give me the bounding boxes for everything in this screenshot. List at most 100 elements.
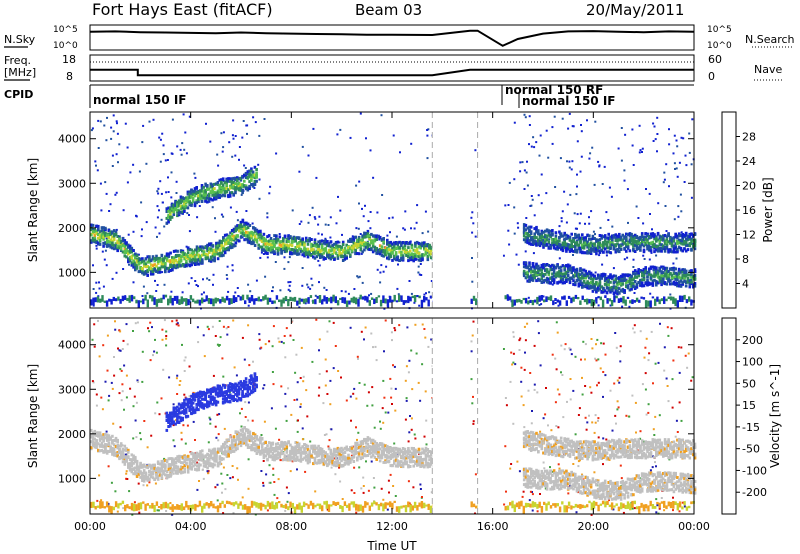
band-mark xyxy=(639,248,642,252)
band-mark xyxy=(618,236,621,240)
band-mark xyxy=(672,280,676,284)
band-mark xyxy=(526,271,529,274)
band-mark xyxy=(540,231,544,235)
band-mark xyxy=(111,230,114,234)
band-mark xyxy=(227,236,230,240)
band-mark xyxy=(225,186,228,190)
scatter-mark xyxy=(598,254,601,257)
scatter-mark xyxy=(317,223,320,226)
scatter-mark xyxy=(196,488,199,491)
band-mark xyxy=(146,260,149,264)
band-mark xyxy=(193,259,197,262)
band-mark xyxy=(565,276,568,280)
band-mark xyxy=(637,239,640,243)
ground-scatter-mark xyxy=(124,296,127,300)
scatter-mark xyxy=(664,205,667,207)
band-mark xyxy=(561,264,565,268)
scatter-mark xyxy=(508,181,511,184)
scatter-mark xyxy=(162,153,165,156)
band-mark xyxy=(345,251,348,255)
scatter-mark xyxy=(672,152,675,155)
band-mark xyxy=(333,242,336,246)
scatter-mark xyxy=(531,509,534,512)
band-mark xyxy=(273,250,276,254)
scatter-mark xyxy=(122,268,125,270)
scatter-mark xyxy=(277,337,280,340)
band-mark xyxy=(181,204,184,208)
scatter-mark xyxy=(526,184,529,187)
band-mark xyxy=(566,243,570,247)
scatter-mark xyxy=(161,201,164,204)
scatter-mark xyxy=(597,160,600,163)
ground-scatter-mark xyxy=(663,296,666,304)
band-mark xyxy=(352,238,356,242)
band-mark xyxy=(424,247,428,251)
scatter-mark xyxy=(622,511,625,514)
scatter-mark xyxy=(175,180,178,183)
band-mark xyxy=(618,282,621,286)
band-mark xyxy=(232,183,235,187)
band-mark xyxy=(114,242,118,246)
scatter-mark xyxy=(426,134,429,137)
scatter-mark xyxy=(589,152,592,155)
scatter-mark xyxy=(298,170,301,173)
scatter-mark xyxy=(241,236,244,239)
band-mark xyxy=(614,239,618,242)
band-mark xyxy=(90,239,93,243)
ground-scatter-mark xyxy=(332,294,335,302)
scatter-mark xyxy=(137,253,140,256)
scatter-mark xyxy=(615,346,618,349)
scatter-mark xyxy=(615,422,617,425)
band-mark xyxy=(544,233,547,237)
scatter-mark xyxy=(657,202,660,205)
scatter-mark xyxy=(656,133,659,135)
band-mark xyxy=(630,236,633,240)
band-mark xyxy=(303,243,306,247)
band-mark xyxy=(228,186,232,190)
band-mark xyxy=(526,234,529,237)
ground-scatter-mark xyxy=(651,296,655,299)
band-mark xyxy=(535,230,538,234)
band-mark xyxy=(151,272,155,276)
band-mark xyxy=(366,243,370,246)
band-mark xyxy=(253,183,257,186)
band-mark xyxy=(340,252,343,256)
band-mark xyxy=(669,282,672,286)
band-mark xyxy=(336,240,340,244)
band-mark xyxy=(359,244,363,248)
band-mark xyxy=(565,264,568,267)
band-mark xyxy=(609,288,612,292)
band-mark xyxy=(690,275,693,279)
band-mark xyxy=(393,242,396,246)
band-mark xyxy=(230,229,234,232)
band-mark xyxy=(202,250,206,254)
band-mark xyxy=(216,193,220,197)
band-mark xyxy=(234,182,237,186)
scatter-mark xyxy=(341,233,343,236)
ground-scatter-mark xyxy=(241,294,245,301)
band-mark xyxy=(341,243,345,247)
band-mark xyxy=(197,262,201,266)
band-mark xyxy=(218,241,222,245)
band-mark xyxy=(275,235,278,239)
ground-scatter-mark xyxy=(128,295,131,303)
band-mark xyxy=(679,246,683,250)
band-mark xyxy=(579,283,582,287)
scatter-mark xyxy=(241,136,244,139)
band-mark xyxy=(605,236,609,240)
band-mark xyxy=(552,246,556,250)
band-mark xyxy=(566,269,570,272)
band-mark xyxy=(266,240,269,244)
band-mark xyxy=(334,251,338,255)
scatter-mark xyxy=(324,237,327,240)
scatter-mark xyxy=(153,350,156,353)
scatter-mark xyxy=(105,139,108,142)
band-mark xyxy=(371,244,375,248)
band-mark xyxy=(561,234,565,238)
band-mark xyxy=(169,215,172,219)
band-mark xyxy=(280,243,283,247)
band-mark xyxy=(375,251,378,255)
scatter-mark xyxy=(645,337,648,340)
scatter-mark xyxy=(112,114,115,117)
band-mark xyxy=(371,250,375,254)
